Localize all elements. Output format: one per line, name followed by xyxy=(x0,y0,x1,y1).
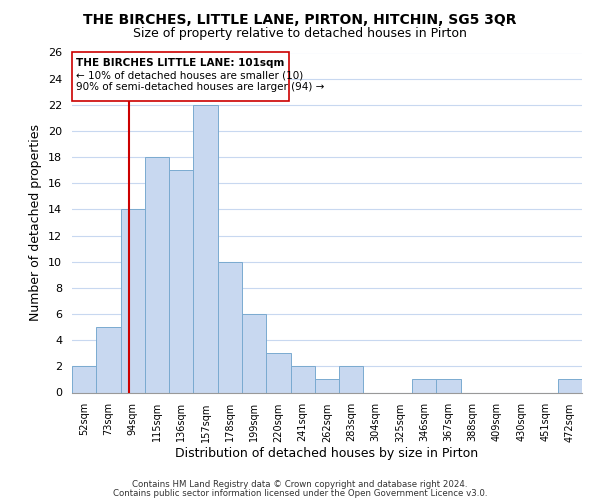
Bar xyxy=(193,105,218,393)
Text: 90% of semi-detached houses are larger (94) →: 90% of semi-detached houses are larger (… xyxy=(76,82,325,92)
Bar xyxy=(290,366,315,392)
FancyBboxPatch shape xyxy=(73,52,289,101)
Bar xyxy=(436,380,461,392)
Text: THE BIRCHES, LITTLE LANE, PIRTON, HITCHIN, SG5 3QR: THE BIRCHES, LITTLE LANE, PIRTON, HITCHI… xyxy=(83,12,517,26)
Bar xyxy=(218,262,242,392)
Text: THE BIRCHES LITTLE LANE: 101sqm: THE BIRCHES LITTLE LANE: 101sqm xyxy=(76,58,284,68)
Bar xyxy=(315,380,339,392)
Bar xyxy=(242,314,266,392)
Bar xyxy=(266,354,290,393)
Bar xyxy=(145,157,169,392)
Text: Size of property relative to detached houses in Pirton: Size of property relative to detached ho… xyxy=(133,28,467,40)
Bar xyxy=(96,327,121,392)
Bar xyxy=(412,380,436,392)
Y-axis label: Number of detached properties: Number of detached properties xyxy=(29,124,43,321)
Text: ← 10% of detached houses are smaller (10): ← 10% of detached houses are smaller (10… xyxy=(76,71,304,81)
Text: Contains HM Land Registry data © Crown copyright and database right 2024.: Contains HM Land Registry data © Crown c… xyxy=(132,480,468,489)
Bar xyxy=(121,210,145,392)
X-axis label: Distribution of detached houses by size in Pirton: Distribution of detached houses by size … xyxy=(175,447,479,460)
Bar xyxy=(558,380,582,392)
Bar xyxy=(72,366,96,392)
Text: Contains public sector information licensed under the Open Government Licence v3: Contains public sector information licen… xyxy=(113,488,487,498)
Bar xyxy=(339,366,364,392)
Bar xyxy=(169,170,193,392)
